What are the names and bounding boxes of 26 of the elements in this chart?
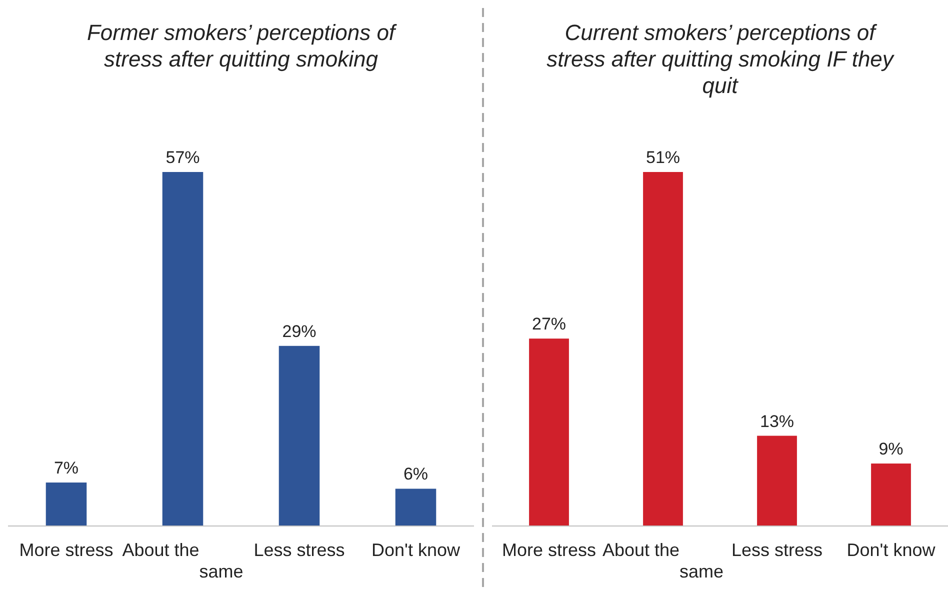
chart-title: Current smokers’ perceptions of stress after quitting smoking IF they quit — [546, 20, 896, 98]
data-label: 29% — [282, 322, 316, 341]
data-label: 6% — [403, 464, 428, 484]
data-label: 51% — [646, 148, 680, 167]
data-label: 57% — [166, 148, 200, 167]
x-tick-label: More stress — [502, 540, 596, 560]
data-label: 27% — [532, 314, 566, 334]
x-tick-label: Less stress — [731, 540, 823, 560]
data-label: 13% — [760, 412, 794, 431]
data-label: 9% — [878, 440, 904, 459]
x-tick-label: About the same — [602, 540, 724, 582]
bar — [871, 464, 911, 526]
bar — [278, 346, 320, 526]
chart-title: Former smokers’ perceptions of stress after quitting smoking — [86, 20, 398, 72]
bar — [46, 482, 87, 526]
x-tick-label: More stress — [19, 540, 114, 560]
bar — [529, 338, 569, 526]
x-tick-label: Don't know — [846, 540, 936, 560]
bar — [643, 172, 683, 526]
x-tick-label: About the same — [122, 540, 244, 582]
bar — [395, 488, 436, 526]
x-tick-label: Less stress — [254, 540, 345, 560]
bar — [162, 172, 204, 526]
data-label: 7% — [54, 458, 79, 478]
x-tick-label: Don't know — [372, 540, 461, 560]
bar — [757, 436, 797, 526]
